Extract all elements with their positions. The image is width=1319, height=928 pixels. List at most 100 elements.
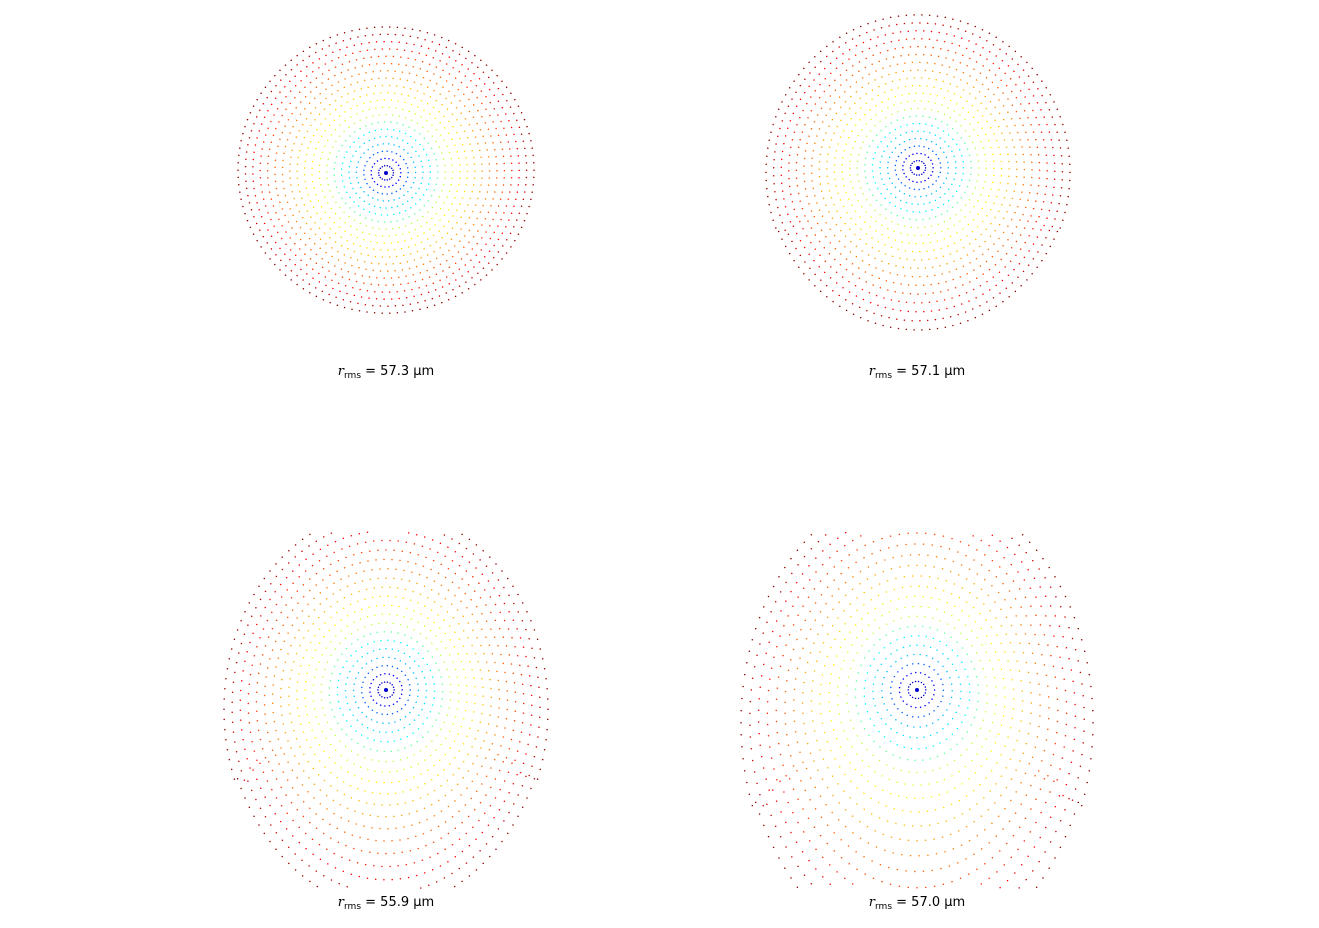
- spot-point: [433, 73, 435, 75]
- spot-point: [813, 730, 816, 732]
- spot-point: [468, 229, 471, 232]
- spot-point: [372, 650, 375, 652]
- spot-point: [943, 299, 946, 301]
- spot-point: [441, 301, 443, 304]
- spot-point: [289, 90, 292, 92]
- spot-point: [967, 223, 970, 226]
- spot-point: [919, 653, 921, 656]
- spot-point: [421, 670, 423, 673]
- spot-point: [289, 170, 291, 172]
- spot-point: [385, 228, 387, 230]
- spot-point: [389, 865, 391, 868]
- spot-point: [894, 128, 896, 131]
- spot-point: [456, 190, 458, 193]
- spot-point: [373, 248, 375, 250]
- spot-point: [455, 233, 458, 236]
- spot-point: [822, 758, 825, 760]
- spot-point: [900, 151, 903, 154]
- spot-point: [533, 176, 535, 179]
- spot-point: [385, 852, 387, 855]
- spot-point: [1050, 202, 1053, 204]
- spot-point: [514, 691, 517, 693]
- spot-point: [423, 625, 426, 627]
- spot-point: [964, 668, 966, 670]
- spot-point: [242, 205, 244, 208]
- spot-point: [1039, 715, 1041, 717]
- spot-point: [432, 57, 435, 59]
- spot-point: [946, 709, 948, 711]
- spot-point: [947, 723, 949, 725]
- spot-point: [245, 187, 248, 190]
- spot-point: [866, 748, 868, 751]
- spot-point: [465, 547, 468, 550]
- spot-point: [979, 304, 981, 307]
- spot-point: [270, 141, 273, 143]
- spot-point: [458, 285, 461, 287]
- spot-point: [848, 280, 850, 283]
- spot-point: [832, 664, 835, 666]
- spot-point: [951, 775, 953, 777]
- spot-point: [964, 191, 966, 194]
- spot-point: [466, 204, 469, 206]
- spot-point: [515, 140, 517, 143]
- spot-point: [493, 107, 496, 110]
- spot-point: [915, 284, 917, 287]
- spot-point: [804, 671, 807, 674]
- spot-point: [933, 86, 935, 88]
- spot-point: [275, 563, 277, 565]
- spot-point: [280, 259, 282, 262]
- spot-point: [252, 158, 255, 161]
- spot-point: [912, 605, 914, 608]
- spot-point: [907, 692, 910, 694]
- spot-point: [389, 804, 391, 806]
- spot-point: [396, 770, 398, 772]
- spot-point: [246, 651, 248, 653]
- spot-point: [506, 708, 508, 711]
- spot-point: [905, 157, 907, 160]
- spot-point: [383, 99, 386, 101]
- spot-point: [832, 794, 834, 797]
- spot-point: [393, 549, 395, 552]
- spot-point: [385, 648, 387, 650]
- spot-point: [363, 261, 366, 263]
- spot-point: [881, 155, 883, 158]
- spot-point: [481, 115, 483, 118]
- spot-point: [381, 235, 384, 237]
- spot-point: [473, 590, 476, 592]
- spot-point: [404, 117, 407, 119]
- spot-point: [262, 141, 265, 143]
- spot-point: [893, 703, 896, 705]
- spot-point: [1059, 147, 1062, 149]
- spot-point: [264, 796, 266, 798]
- spot-point: [425, 745, 428, 748]
- spot-point: [883, 297, 885, 299]
- spot-point: [820, 229, 823, 231]
- spot-point: [406, 167, 409, 169]
- spot-point: [915, 218, 918, 221]
- spot-point: [897, 795, 900, 797]
- spot-point: [835, 57, 838, 60]
- spot-point: [335, 140, 337, 143]
- spot-point: [381, 682, 383, 684]
- spot-point: [843, 150, 845, 152]
- spot-point: [463, 210, 466, 212]
- spot-point: [844, 246, 846, 248]
- spot-point: [866, 151, 869, 153]
- spot-point: [401, 233, 404, 235]
- spot-point: [405, 42, 408, 44]
- spot-point: [916, 181, 918, 183]
- spot-point: [845, 32, 848, 35]
- spot-point: [861, 77, 864, 79]
- spot-point: [975, 61, 978, 63]
- spot-point: [881, 224, 883, 227]
- spot-point: [365, 217, 367, 219]
- spot-point: [1044, 146, 1046, 149]
- spot-point: [307, 147, 310, 149]
- spot-point: [921, 329, 923, 331]
- spot-point: [440, 785, 442, 787]
- spot-point: [363, 200, 366, 202]
- spot-point: [784, 712, 786, 714]
- spot-point: [869, 226, 871, 228]
- spot-point: [1039, 704, 1041, 707]
- spot-point: [373, 180, 376, 183]
